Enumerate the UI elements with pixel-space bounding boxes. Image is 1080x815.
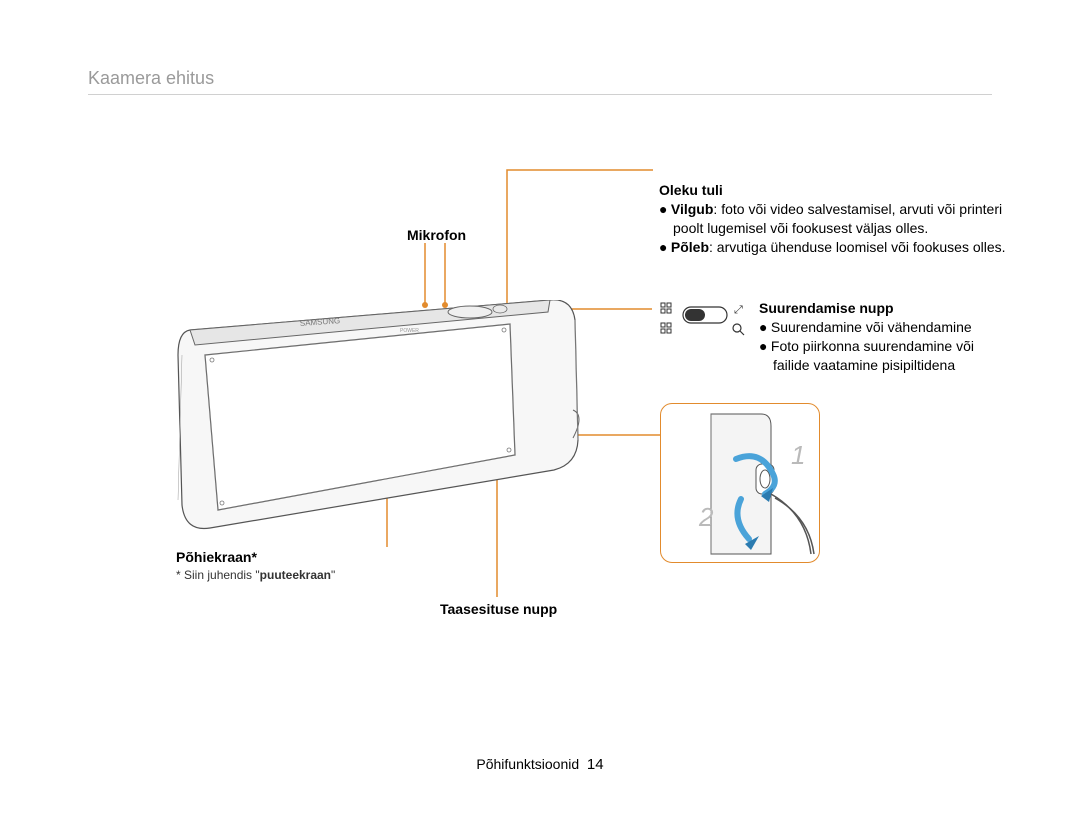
suurendamise-b2a: ● Foto piirkonna suurendamine või [759, 337, 1019, 356]
pohiekraan-title: Põhiekraan* [176, 548, 335, 567]
oleku-rest2: : arvutiga ühenduse loomisel või fookuse… [709, 239, 1006, 255]
taasesituse-title: Taasesituse nupp [440, 601, 557, 617]
suur-b2a-text: Foto piirkonna suurendamine või [771, 338, 974, 354]
oleku-rest1: : foto või video salvestamisel, arvuti v… [713, 201, 1002, 217]
suurendamise-b2b: failide vaatamine pisipiltidena [759, 356, 1019, 375]
oleku-tuli-line3: ● Põleb: arvutiga ühenduse loomisel või … [659, 238, 1039, 257]
oleku-tuli-title: Oleku tuli [659, 181, 1039, 200]
page-footer: Põhifunktsioonid 14 [0, 756, 1080, 773]
suurendamise-title: Suurendamise nupp [759, 299, 1019, 318]
page-title: Kaamera ehitus [88, 68, 214, 89]
label-pohiekraan: Põhiekraan* * Siin juhendis "puuteekraan… [176, 548, 335, 583]
footer-page-number: 14 [587, 756, 604, 773]
note-suffix: " [331, 568, 335, 582]
pohiekraan-note: * Siin juhendis "puuteekraan" [176, 567, 335, 583]
label-oleku-tuli: Oleku tuli ● Vilgub: foto või video salv… [659, 181, 1039, 257]
note-bold: puuteekraan [260, 568, 331, 582]
oleku-bold2: Põleb [671, 239, 709, 255]
svg-text:POWER: POWER [400, 328, 419, 334]
oleku-bold1: Vilgub [671, 201, 714, 217]
suurendamise-b1: ● Suurendamine või vähendamine [759, 318, 1019, 337]
label-suurendamise: ⤢ Suurendamise nupp ● Suurendamine või v… [659, 299, 1019, 375]
oleku-tuli-line2: poolt lugemisel või fookusest väljas oll… [659, 219, 1039, 238]
suur-b1-text: Suurendamine või vähendamine [771, 319, 972, 335]
camera-back-illustration: SAMSUNG POWER [170, 300, 580, 530]
label-taasesituse: Taasesituse nupp [440, 600, 557, 619]
title-underline [88, 94, 992, 95]
svg-text:⤢: ⤢ [734, 304, 743, 316]
mikrofon-title: Mikrofon [407, 227, 466, 243]
zoom-icon-group: ⤢ [659, 301, 749, 337]
note-prefix: * Siin juhendis " [176, 568, 260, 582]
footer-text: Põhifunktsioonid [476, 756, 579, 772]
detail-num2: 2 [698, 502, 714, 532]
oleku-tuli-line1: ● Vilgub: foto või video salvestamisel, … [659, 200, 1039, 219]
strap-detail-box: 1 2 [660, 403, 820, 563]
label-mikrofon: Mikrofon [407, 226, 466, 245]
detail-num1: 1 [791, 440, 805, 470]
